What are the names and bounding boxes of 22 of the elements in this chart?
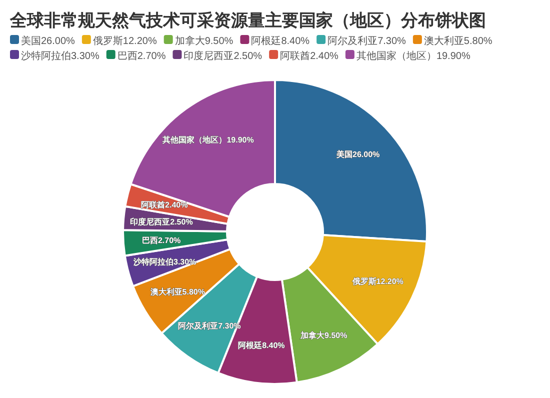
legend-label: 巴西2.70% <box>117 51 166 62</box>
chart-title: 全球非常规天然气技术可采资源量主要国家（地区）分布饼状图 <box>9 11 486 30</box>
slice-label: 沙特阿拉伯3.30% <box>132 257 196 266</box>
slice-label: 巴西2.70% <box>142 236 181 246</box>
legend-label: 其他国家（地区）19.90% <box>356 50 470 62</box>
legend-label: 阿尔及利亚7.30% <box>328 35 406 47</box>
slice-label: 美国26.00% <box>336 148 380 159</box>
legend-label: 澳大利亚5.80% <box>424 35 492 47</box>
legend-label: 印度尼西亚2.50% <box>184 50 262 62</box>
legend-label: 俄罗斯12.20% <box>92 35 157 47</box>
legend-label: 阿根廷8.40% <box>251 35 310 47</box>
slice-label: 其他国家（地区）19.90% <box>162 134 254 145</box>
slice-label: 澳大利亚5.80% <box>149 287 205 296</box>
slice-label: 阿根廷8.40% <box>238 341 285 350</box>
legend-label: 阿联酋2.40% <box>280 50 339 62</box>
legend-label: 加拿大9.50% <box>174 35 234 47</box>
slice-label: 加拿大9.50% <box>300 330 348 340</box>
legend-label: 沙特阿拉伯3.30% <box>21 50 100 62</box>
slice-label: 俄罗斯12.20% <box>351 277 404 286</box>
slice-label: 阿联酋2.40% <box>141 200 188 210</box>
slice-label: 印度尼西亚2.50% <box>130 216 193 227</box>
legend-label: 美国26.00% <box>21 35 76 47</box>
